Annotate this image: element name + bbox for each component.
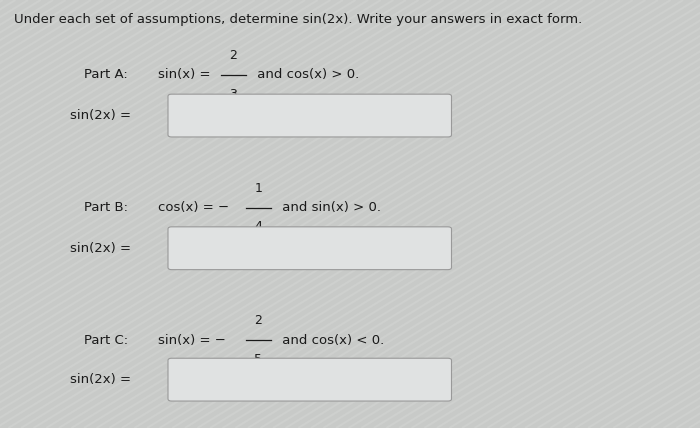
Text: 2: 2 xyxy=(229,49,237,62)
Text: sin(2x) =: sin(2x) = xyxy=(70,109,131,122)
Text: Part A:: Part A: xyxy=(84,68,127,81)
Text: sin(2x) =: sin(2x) = xyxy=(70,242,131,255)
Text: sin(2x) =: sin(2x) = xyxy=(70,373,131,386)
Text: Under each set of assumptions, determine sin(2x). Write your answers in exact fo: Under each set of assumptions, determine… xyxy=(14,13,582,26)
FancyBboxPatch shape xyxy=(168,94,452,137)
FancyBboxPatch shape xyxy=(168,358,452,401)
Text: sin(x) = −: sin(x) = − xyxy=(158,334,230,347)
Text: 3: 3 xyxy=(229,88,237,101)
Text: 2: 2 xyxy=(254,315,262,327)
Text: Part C:: Part C: xyxy=(84,334,128,347)
Text: and sin(x) > 0.: and sin(x) > 0. xyxy=(278,201,381,214)
FancyBboxPatch shape xyxy=(168,227,452,270)
Text: 4: 4 xyxy=(254,220,262,233)
Text: Part B:: Part B: xyxy=(84,201,128,214)
Text: and cos(x) < 0.: and cos(x) < 0. xyxy=(278,334,384,347)
Text: 5: 5 xyxy=(254,353,262,366)
Text: sin(x) =: sin(x) = xyxy=(158,68,214,81)
Text: and cos(x) > 0.: and cos(x) > 0. xyxy=(253,68,359,81)
Text: cos(x) = −: cos(x) = − xyxy=(158,201,233,214)
Text: 1: 1 xyxy=(254,182,262,195)
